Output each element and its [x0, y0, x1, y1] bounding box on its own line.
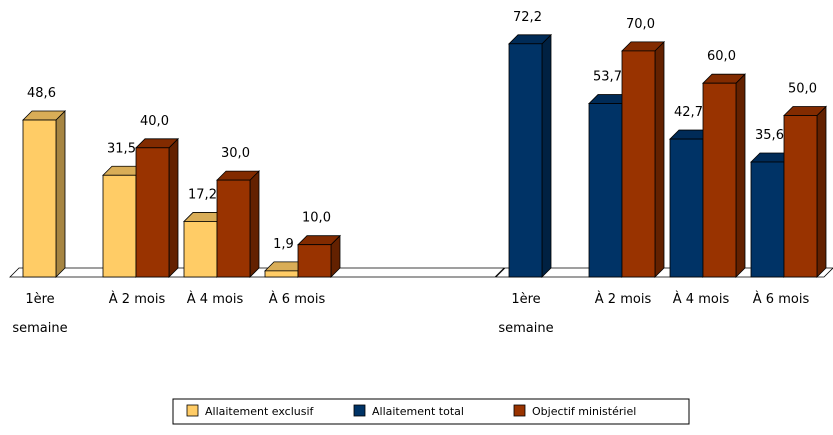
bar-objectif-3: [783, 105, 827, 278]
data-label: 30,0: [221, 146, 250, 161]
category-label: À 6 mois: [269, 291, 326, 307]
legend-item: Objectif ministériel: [513, 404, 636, 418]
bar-primary-0: [508, 33, 552, 278]
bar-objectif-1: [621, 40, 665, 278]
bar-objectif-3: [297, 234, 341, 278]
data-label: 53,7: [593, 70, 622, 85]
legend-box: [172, 398, 690, 425]
category-label: 1ère semaine: [12, 292, 67, 336]
data-label: 1,9: [273, 237, 294, 252]
category-label: À 4 mois: [187, 291, 244, 307]
category-label: À 2 mois: [595, 291, 652, 307]
bar-primary-0: [22, 110, 66, 278]
legend-label: Allaitement exclusif: [205, 405, 315, 418]
right-chart-panel: 72,2 1ère semaine 53,7 70,0 À 2 mois 42,7 60,0 À…: [495, 10, 833, 336]
data-label: 10,0: [302, 211, 331, 226]
legend-item: Allaitement exclusif: [186, 404, 315, 418]
category-label: À 2 mois: [109, 291, 166, 307]
legend: Allaitement exclusif Allaitement total Obj…: [172, 398, 690, 425]
data-label: 35,6: [755, 128, 784, 143]
legend-swatch: [353, 404, 366, 417]
data-label: 17,2: [188, 187, 217, 202]
bar-objectif-2: [216, 170, 260, 278]
data-label: 72,2: [513, 10, 542, 25]
data-label: 31,5: [107, 141, 136, 156]
legend-label: Objectif ministériel: [532, 405, 636, 418]
bar-objectif-1: [135, 137, 179, 278]
category-label: 1ère semaine: [498, 292, 553, 336]
data-label: 70,0: [626, 17, 655, 32]
data-label: 42,7: [674, 105, 703, 120]
category-label: À 4 mois: [673, 291, 730, 307]
data-label: 60,0: [707, 49, 736, 64]
legend-item: Allaitement total: [353, 404, 464, 418]
legend-swatch: [513, 404, 526, 417]
left-chart-panel: 48,6 1ère semaine 31,5 40,0 À 2 mois 17,2 30,0 À…: [9, 86, 505, 336]
bar-objectif-2: [702, 73, 746, 278]
legend-label: Allaitement total: [372, 405, 464, 418]
category-label: À 6 mois: [753, 291, 810, 307]
legend-swatch: [186, 404, 199, 417]
data-label: 50,0: [788, 82, 817, 97]
data-label: 48,6: [27, 86, 56, 101]
data-label: 40,0: [140, 114, 169, 129]
